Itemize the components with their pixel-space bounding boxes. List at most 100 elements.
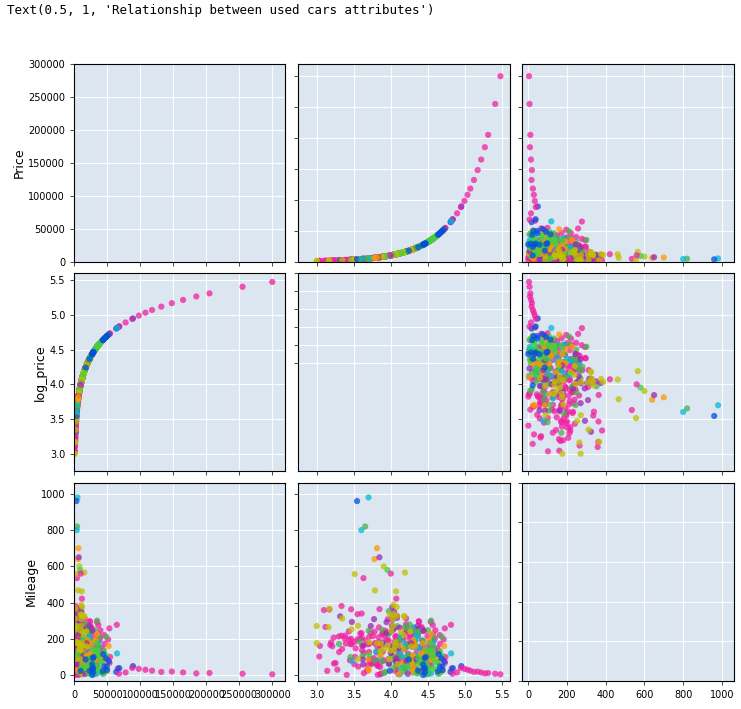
Point: [70, 636, 82, 647]
Point: [525, 154, 537, 165]
Point: [525, 251, 536, 262]
Point: [548, 340, 559, 352]
Point: [528, 231, 540, 242]
Point: [528, 401, 539, 412]
Point: [79, 366, 90, 377]
Point: [371, 542, 383, 554]
Point: [76, 373, 88, 384]
Point: [417, 239, 429, 250]
Point: [407, 244, 419, 255]
Point: [101, 664, 113, 676]
Point: [593, 415, 605, 427]
Point: [559, 243, 571, 255]
Point: [538, 252, 550, 264]
Point: [539, 235, 551, 246]
Point: [402, 648, 414, 659]
Point: [551, 234, 563, 245]
Point: [79, 652, 90, 664]
Point: [539, 242, 551, 254]
Point: [419, 238, 431, 250]
Point: [74, 613, 86, 625]
Point: [523, 248, 535, 259]
Point: [575, 376, 587, 388]
Point: [568, 398, 579, 409]
Point: [445, 216, 457, 227]
Point: [530, 313, 542, 325]
Point: [574, 255, 585, 267]
Point: [459, 663, 471, 674]
Point: [429, 650, 441, 661]
Point: [72, 394, 84, 406]
Point: [529, 373, 541, 384]
Point: [387, 250, 399, 261]
Point: [419, 652, 431, 663]
Point: [523, 228, 535, 240]
Point: [90, 343, 102, 354]
Point: [540, 332, 552, 343]
Point: [417, 239, 429, 250]
Point: [91, 642, 103, 654]
Point: [88, 346, 100, 357]
Point: [525, 385, 536, 396]
Point: [69, 446, 81, 457]
Point: [408, 243, 420, 255]
Point: [522, 391, 534, 402]
Point: [339, 255, 350, 266]
Point: [79, 662, 91, 674]
Point: [585, 366, 597, 377]
Point: [559, 343, 571, 354]
Point: [73, 384, 85, 396]
Point: [527, 253, 539, 264]
Point: [91, 342, 103, 353]
Point: [412, 633, 424, 644]
Point: [377, 627, 389, 639]
Point: [537, 247, 549, 258]
Point: [87, 346, 99, 357]
Point: [74, 658, 86, 669]
Point: [101, 331, 113, 342]
Point: [540, 370, 552, 381]
Point: [568, 244, 580, 255]
Point: [543, 242, 555, 253]
Point: [72, 638, 84, 649]
Point: [556, 392, 568, 403]
Point: [79, 637, 90, 649]
Point: [360, 635, 372, 646]
Point: [412, 630, 424, 641]
Point: [92, 645, 104, 657]
Point: [336, 255, 348, 266]
Point: [566, 341, 578, 352]
Point: [405, 245, 416, 256]
Point: [411, 646, 423, 657]
Point: [86, 635, 98, 647]
Point: [435, 226, 447, 238]
Point: [396, 632, 408, 643]
Point: [74, 384, 86, 395]
Point: [383, 250, 395, 262]
Point: [74, 381, 86, 393]
Point: [422, 236, 433, 247]
Point: [539, 245, 551, 257]
Point: [331, 255, 343, 266]
Point: [535, 381, 547, 392]
Point: [567, 407, 579, 418]
Point: [71, 664, 83, 676]
Point: [591, 250, 602, 262]
Point: [553, 389, 565, 400]
Point: [363, 252, 375, 264]
Point: [537, 367, 549, 379]
Point: [398, 247, 410, 258]
Point: [531, 249, 542, 260]
Point: [336, 255, 348, 266]
Point: [571, 377, 582, 389]
Point: [418, 648, 430, 659]
Point: [73, 385, 85, 396]
Point: [421, 237, 433, 248]
Point: [527, 225, 539, 236]
Point: [376, 637, 388, 648]
Point: [540, 247, 552, 259]
Point: [75, 647, 87, 659]
Point: [236, 281, 248, 293]
Point: [72, 393, 84, 405]
Point: [373, 252, 385, 263]
